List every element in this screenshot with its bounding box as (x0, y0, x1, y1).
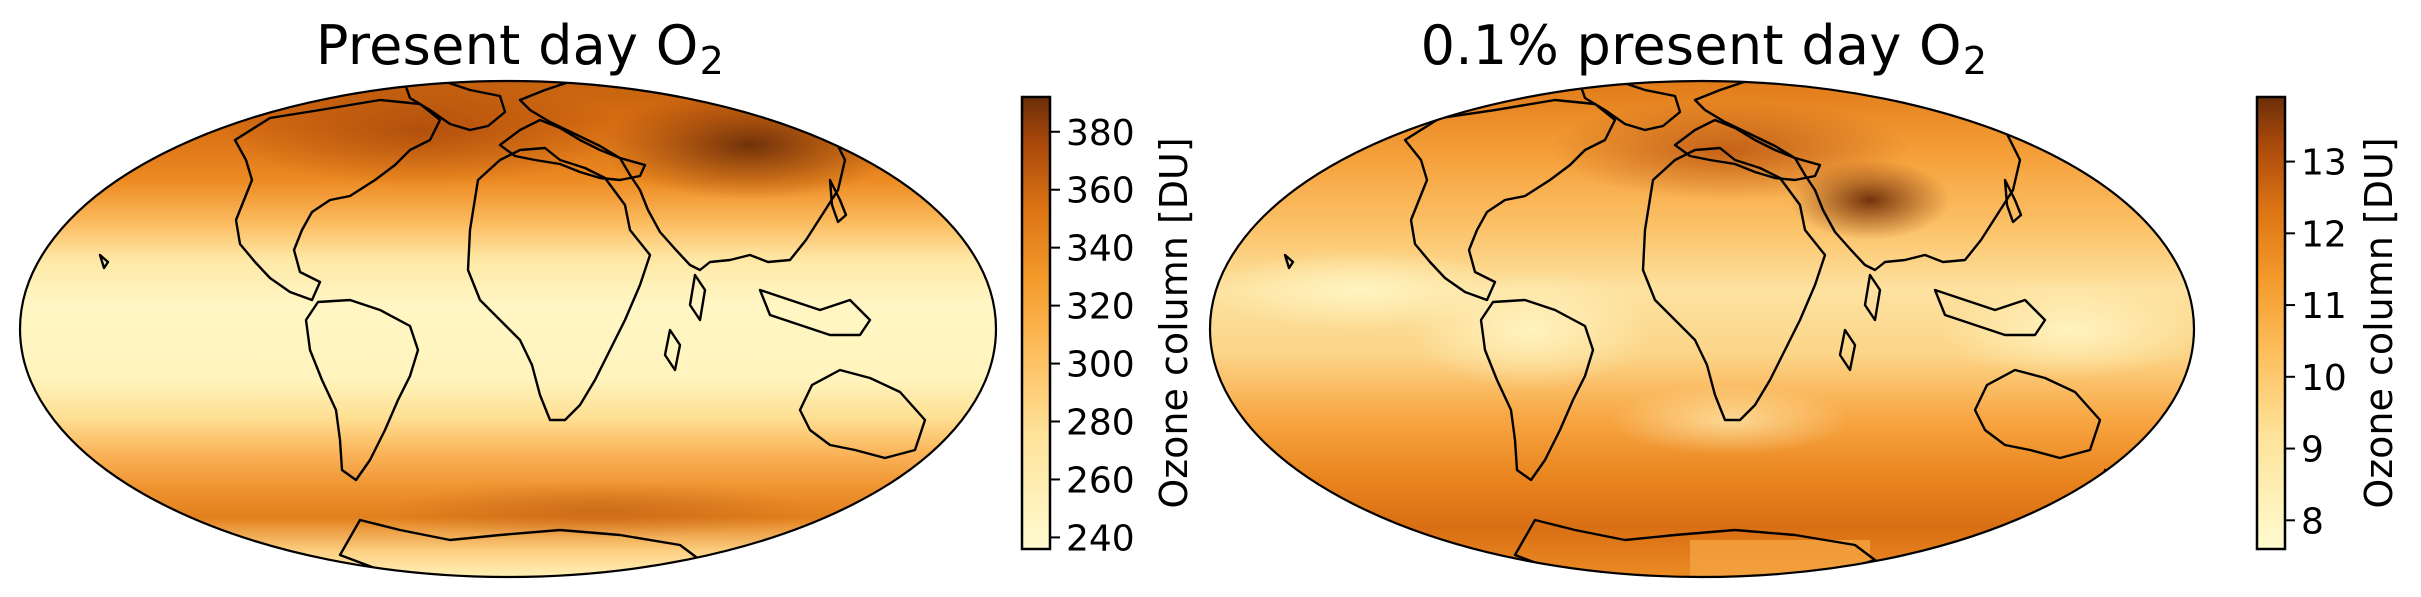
colorbar: 8 9 10 11 12 13 Ozone column [DU] (2255, 95, 2401, 551)
panel-present-day: Present day O2 (0, 0, 1210, 597)
map-low-oxygen: 8 9 10 11 12 13 Ozone column [DU] (1208, 79, 2401, 579)
colorbar-tick-label: 300 (1066, 345, 1135, 386)
colorbar-tick-label: 11 (2301, 286, 2347, 327)
colorbar-tick-label: 8 (2301, 501, 2324, 542)
colorbar-tick-label: 280 (1066, 403, 1135, 444)
colorbar-tick-label: 340 (1066, 229, 1135, 270)
ozone-field (20, 81, 996, 577)
panel-title: Present day O2 (315, 14, 725, 83)
colorbar-tick-label: 380 (1066, 113, 1135, 154)
colorbar-label: Ozone column [DU] (2357, 137, 2401, 508)
colorbar: 240 260 280 300 320 340 360 380 Ozone column [D… (1020, 95, 1196, 559)
panel-low-oxygen: 0.1% present day O2 (1208, 0, 2421, 597)
colorbar-tick-label: 13 (2301, 143, 2347, 184)
ozone-field (1210, 81, 2194, 577)
colorbar-tick-label: 360 (1066, 171, 1135, 212)
map-outline (18, 79, 998, 579)
colorbar-tick-label: 10 (2301, 358, 2347, 399)
colorbar-tick-label: 12 (2301, 214, 2347, 255)
colorbar-tick-label: 260 (1066, 460, 1135, 501)
map-outline (1208, 79, 2196, 579)
panel-title: 0.1% present day O2 (1420, 14, 1988, 83)
colorbar-tick-label: 240 (1066, 518, 1135, 559)
colorbar-tick-label: 9 (2301, 430, 2324, 471)
colorbar-tick-label: 320 (1066, 287, 1135, 328)
map-present-day: 240 260 280 300 320 340 360 380 Ozone column [D… (18, 79, 1196, 579)
colorbar-label: Ozone column [DU] (1152, 137, 1196, 508)
